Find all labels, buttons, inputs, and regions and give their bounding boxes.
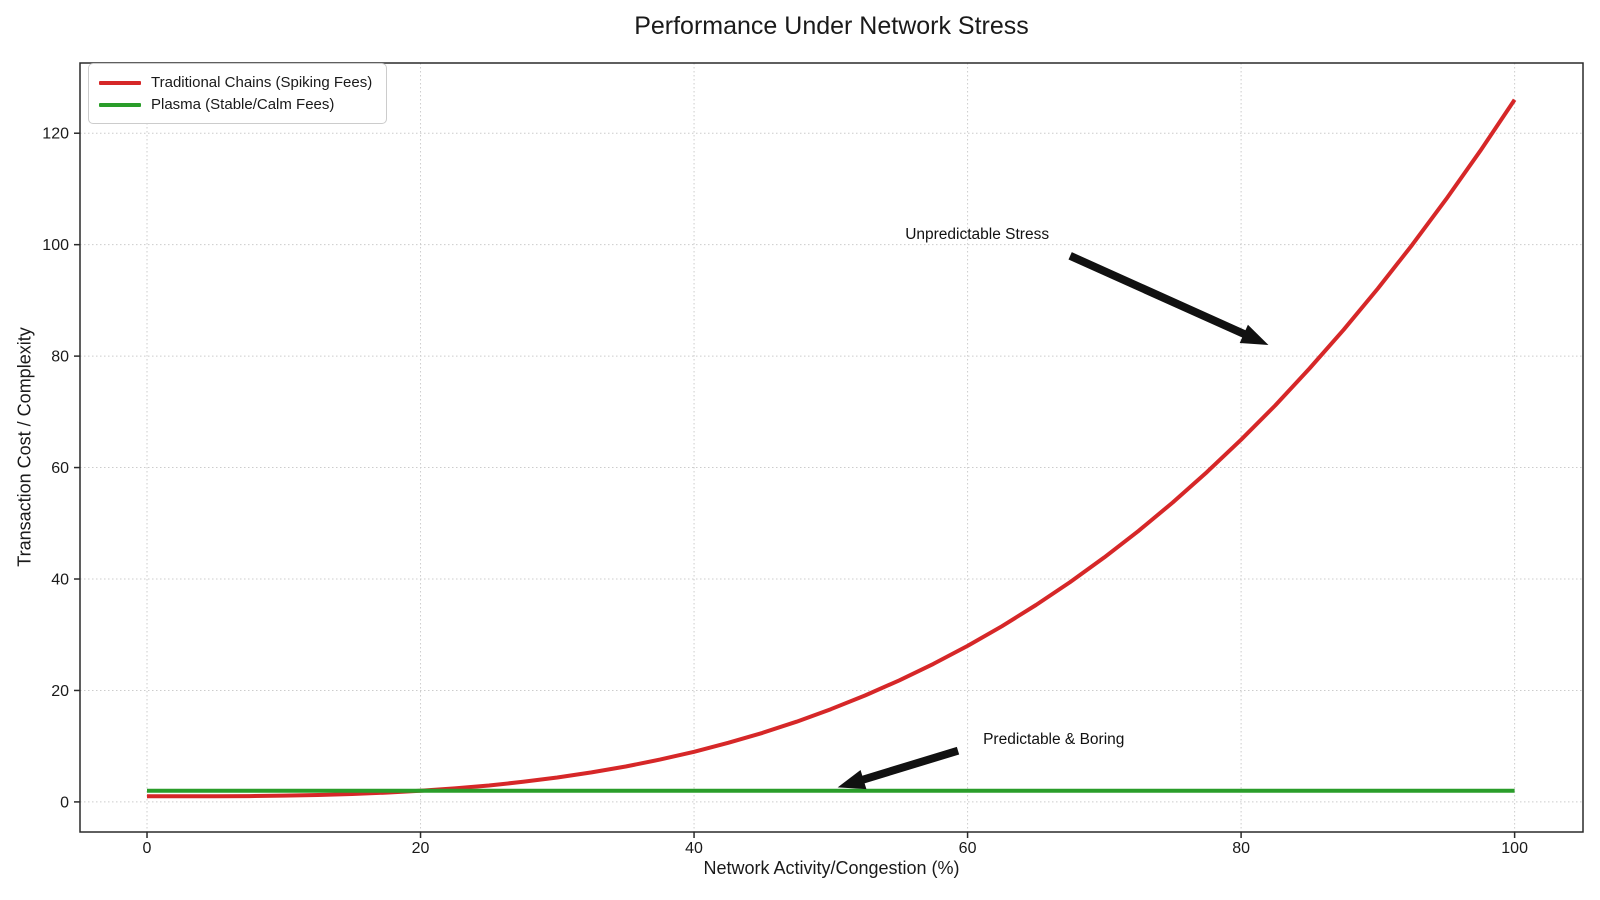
y-tick-label: 20 xyxy=(51,683,69,700)
series-line-0 xyxy=(147,98,1517,799)
legend-label: Traditional Chains (Spiking Fees) xyxy=(151,74,373,91)
y-tick-label: 40 xyxy=(51,572,69,589)
legend-line-swatch xyxy=(99,102,141,107)
legend-item-0: Traditional Chains (Spiking Fees) xyxy=(99,74,372,91)
y-tick-label: 0 xyxy=(60,794,69,811)
legend: Traditional Chains (Spiking Fees) Plasma … xyxy=(88,63,388,124)
x-tick-label: 80 xyxy=(1232,840,1250,857)
legend-item-1: Plasma (Stable/Calm Fees) xyxy=(99,96,372,113)
y-tick-label: 60 xyxy=(51,460,69,477)
y-tick-label: 100 xyxy=(42,237,69,254)
annotation-text: Unpredictable Stress xyxy=(905,226,1049,243)
y-tick-label: 120 xyxy=(42,126,69,143)
y-tick-label: 80 xyxy=(51,349,69,366)
annotation-arrow-shaft xyxy=(1068,252,1250,340)
x-axis-label: Network Activity/Congestion (%) xyxy=(703,858,960,878)
legend-label: Plasma (Stable/Calm Fees) xyxy=(151,96,335,113)
plot-border xyxy=(79,62,1584,833)
legend-line-swatch xyxy=(99,80,141,85)
annotation-text: Predictable & Boring xyxy=(983,731,1124,748)
annotation-arrow-shaft xyxy=(858,746,960,785)
x-tick-label: 0 xyxy=(143,840,152,857)
x-tick-label: 100 xyxy=(1501,840,1528,857)
annotation-arrow-head xyxy=(837,769,867,790)
chart-title: Performance Under Network Stress xyxy=(634,12,1029,40)
x-tick-label: 20 xyxy=(412,840,430,857)
x-tick-label: 40 xyxy=(685,840,703,857)
y-axis-label: Transaction Cost / Complexity xyxy=(14,327,35,567)
x-tick-label: 60 xyxy=(959,840,977,857)
annotation-arrow-head xyxy=(1239,324,1269,345)
